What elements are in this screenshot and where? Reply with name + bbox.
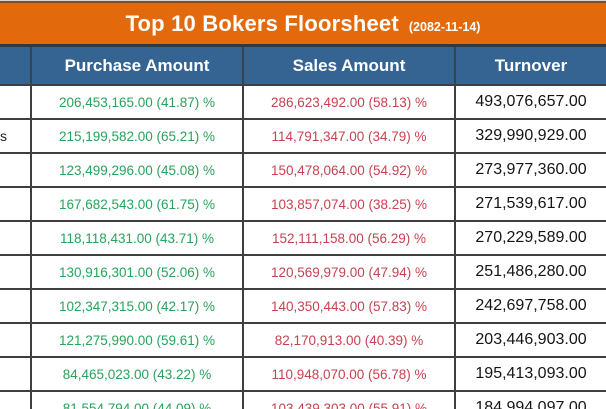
cell-sales-amount: 140,350,443.00 (57.83) % [242, 288, 456, 324]
cell-turnover: 251,486,280.00 [454, 254, 606, 290]
cell-purchase-amount: 123,499,296.00 (45.08) % [30, 152, 244, 188]
cell-purchase-amount: 102,347,315.00 (42.17) % [30, 288, 244, 324]
cell-sales-amount: 103,439,303.00 (55.91) % [242, 390, 456, 409]
cell-turnover: 493,076,657.00 [454, 84, 606, 120]
table-row: 102,347,315.00 (42.17) % 140,350,443.00 … [0, 288, 606, 324]
page-title: Top 10 Bokers Floorsheet [125, 10, 399, 36]
cell-turnover: 203,446,903.00 [454, 322, 606, 358]
cell-purchase-amount: 215,199,582.00 (65.21) % [30, 118, 244, 154]
cell-purchase-amount: 130,916,301.00 (52.06) % [30, 254, 244, 290]
table-row: 81,554,794.00 (44.09) % 103,439,303.00 (… [0, 390, 606, 409]
cell-sales-amount: 82,170,913.00 (40.39) % [242, 322, 456, 358]
header-purchase-amount: Purchase Amount [30, 44, 244, 86]
cell-sales-amount: 114,791,347.00 (34.79) % [242, 118, 456, 154]
cell-sales-amount: 286,623,492.00 (58.13) % [242, 84, 456, 120]
floorsheet-table: Purchase Amount Sales Amount Turnover 20… [0, 44, 606, 409]
cell-sales-amount: 152,111,158.00 (56.29) % [242, 220, 456, 256]
table-row: 123,499,296.00 (45.08) % 150,478,064.00 … [0, 152, 606, 188]
table-row: 206,453,165.00 (41.87) % 286,623,492.00 … [0, 84, 606, 120]
cell-broker-name [0, 254, 32, 290]
cell-broker-name [0, 390, 32, 409]
header-sales-amount: Sales Amount [242, 44, 456, 86]
cell-broker-name [0, 322, 32, 358]
title-date: (2082-11-14) [408, 20, 481, 34]
cell-purchase-amount: 121,275,990.00 (59.61) % [30, 322, 244, 358]
cell-purchase-amount: 118,118,431.00 (43.71) % [30, 220, 244, 256]
cell-turnover: 184,994,097.00 [454, 390, 606, 409]
header-turnover: Turnover [454, 44, 606, 86]
cell-turnover: 270,229,589.00 [454, 220, 606, 256]
cell-turnover: 273,977,360.00 [454, 152, 606, 188]
cell-turnover: 242,697,758.00 [454, 288, 606, 324]
title-banner: Top 10 Bokers Floorsheet (2082-11-14) [0, 1, 606, 44]
cell-broker-name [0, 152, 32, 188]
table-header: Purchase Amount Sales Amount Turnover [0, 44, 606, 86]
table-row: 118,118,431.00 (43.71) % 152,111,158.00 … [0, 220, 606, 256]
cell-sales-amount: 110,948,070.00 (56.78) % [242, 356, 456, 392]
cell-turnover: 329,990,929.00 [454, 118, 606, 154]
table-body: 206,453,165.00 (41.87) % 286,623,492.00 … [0, 84, 606, 409]
cell-sales-amount: 103,857,074.00 (38.25) % [242, 186, 456, 222]
cell-broker-name [0, 84, 32, 120]
cell-purchase-amount: 81,554,794.00 (44.09) % [30, 390, 244, 409]
table-row: s 215,199,582.00 (65.21) % 114,791,347.0… [0, 118, 606, 154]
header-row: Purchase Amount Sales Amount Turnover [0, 44, 606, 86]
cell-broker-name [0, 186, 32, 222]
cell-broker-name [0, 356, 32, 392]
header-broker [0, 44, 32, 86]
cell-sales-amount: 150,478,064.00 (54.92) % [242, 152, 456, 188]
table-row: 84,465,023.00 (43.22) % 110,948,070.00 (… [0, 356, 606, 392]
cell-broker-name: s [0, 118, 32, 154]
table-row: 130,916,301.00 (52.06) % 120,569,979.00 … [0, 254, 606, 290]
cell-turnover: 271,539,617.00 [454, 186, 606, 222]
cell-purchase-amount: 167,682,543.00 (61.75) % [30, 186, 244, 222]
cell-purchase-amount: 84,465,023.00 (43.22) % [30, 356, 244, 392]
table-row: 167,682,543.00 (61.75) % 103,857,074.00 … [0, 186, 606, 222]
cell-purchase-amount: 206,453,165.00 (41.87) % [30, 84, 244, 120]
cell-turnover: 195,413,093.00 [454, 356, 606, 392]
cell-sales-amount: 120,569,979.00 (47.94) % [242, 254, 456, 290]
table-row: 121,275,990.00 (59.61) % 82,170,913.00 (… [0, 322, 606, 358]
cell-broker-name [0, 288, 32, 324]
cell-broker-name [0, 220, 32, 256]
